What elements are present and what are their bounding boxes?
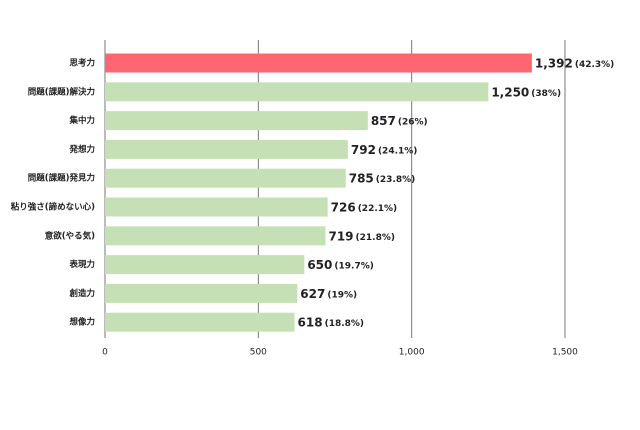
bar [105,226,326,246]
bar [105,53,532,73]
percent-label: (23.8%) [376,175,415,185]
percent-label: (24.1%) [378,146,417,156]
y-tick-label: 問題(課題)発見力 [28,173,95,184]
percent-label: (19.7%) [334,262,373,272]
y-tick-label: 想像力 [68,317,95,328]
percent-label: (18.8%) [325,319,364,329]
value-label: 792 [351,143,376,157]
bar [105,111,368,131]
value-label: 650 [307,258,332,272]
x-tick-label: 1,000 [399,348,425,358]
value-label: 1,392 [535,57,573,71]
value-label: 857 [371,114,396,128]
percent-label: (21.8%) [356,233,395,243]
bar [105,82,489,102]
x-tick-label: 500 [250,348,267,358]
y-tick-label: 思考力 [69,58,95,69]
bar [105,197,328,217]
bar [105,139,348,159]
percent-label: (42.3%) [575,60,614,70]
percent-label: (22.1%) [358,204,397,214]
x-tick-label: 0 [102,348,108,358]
bar [105,168,346,188]
value-label: 719 [328,229,353,243]
y-tick-label: 表現力 [68,259,95,270]
percent-label: (19%) [327,290,357,300]
value-label: 627 [300,287,325,301]
y-tick-label: 集中力 [68,115,95,126]
value-label: 618 [298,316,323,330]
value-label: 1,250 [491,85,529,99]
value-label: 726 [331,201,356,215]
y-tick-label: 粘り強さ(諦めない心) [10,202,95,213]
value-label: 785 [349,172,374,186]
percent-label: (26%) [398,118,428,128]
percent-label: (38%) [531,89,561,99]
bar [105,255,305,275]
x-tick-label: 1,500 [552,348,578,358]
bar [105,283,298,303]
y-tick-label: 創造力 [68,288,95,299]
bar [105,312,295,332]
y-tick-label: 意欲(やる気) [45,230,95,241]
y-tick-label: 発想力 [68,144,95,155]
y-tick-label: 問題(課題)解決力 [28,86,95,97]
